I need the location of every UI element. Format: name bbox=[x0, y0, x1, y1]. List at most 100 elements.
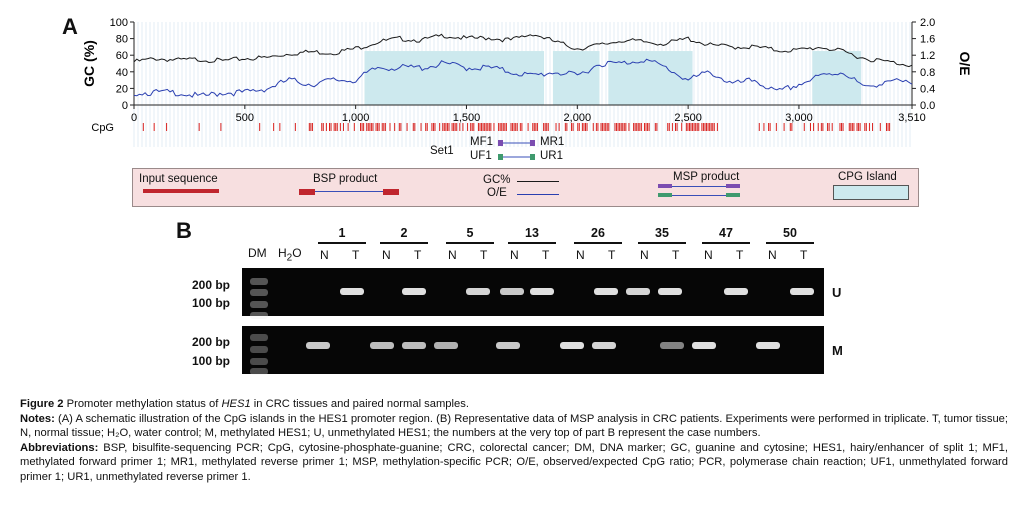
cpg-row-label: CpG bbox=[91, 122, 114, 134]
m-band bbox=[560, 342, 584, 349]
x-tick-label: 3,510 bbox=[898, 112, 926, 124]
legend-box: Input sequence BSP product GC% O/E MSP p… bbox=[132, 168, 919, 207]
cpg-island-swatch bbox=[833, 185, 909, 200]
x-tick-label: 2,000 bbox=[564, 112, 592, 124]
m-band bbox=[402, 342, 426, 349]
cpg-island-region bbox=[364, 51, 545, 105]
case-number: 2 bbox=[400, 226, 408, 240]
cpg-island-plot: 100 80 60 40 20 0 2.0 1.6 1.2 0.8 0.4 0.0 0 500 1,000 1… bbox=[81, 17, 973, 160]
x-tick-label: 2,500 bbox=[674, 112, 702, 124]
marker-band bbox=[250, 334, 268, 341]
series-line-oe bbox=[133, 58, 913, 98]
m-band bbox=[370, 342, 394, 349]
case-bracket bbox=[446, 242, 494, 244]
marker-band bbox=[250, 301, 268, 308]
x-tick-label: 500 bbox=[236, 112, 254, 124]
marker-band bbox=[250, 346, 268, 353]
y-right-tick-label: 1.6 bbox=[920, 34, 935, 46]
y-left-tick-label: 40 bbox=[116, 67, 128, 79]
ur1-label: UR1 bbox=[540, 150, 564, 162]
figure-abbreviations: Abbreviations: BSP, bisulfite-sequencing… bbox=[20, 441, 1008, 483]
marker-band bbox=[250, 312, 268, 319]
unmethylated-primer-pair-right bbox=[530, 154, 535, 160]
lane-label-n: N bbox=[640, 248, 649, 262]
u-row-label: U bbox=[832, 285, 842, 300]
case-number: 1 bbox=[338, 226, 346, 240]
y-right-tick-label: 0.8 bbox=[920, 67, 935, 79]
x-tick-label: 1,000 bbox=[342, 112, 370, 124]
lane-label-n: N bbox=[768, 248, 777, 262]
lane-label-n: N bbox=[448, 248, 457, 262]
case-number: 5 bbox=[466, 226, 474, 240]
case-number: 26 bbox=[591, 226, 605, 240]
case-bracket bbox=[318, 242, 366, 244]
bp200-label-u: 200 bp bbox=[192, 278, 231, 292]
bp100-label-m: 100 bp bbox=[192, 354, 231, 368]
uf1-label: UF1 bbox=[470, 150, 492, 162]
m-row-label: M bbox=[832, 343, 843, 358]
case-number: 35 bbox=[655, 226, 669, 240]
legend-cpg-island: CPG Island bbox=[838, 171, 897, 183]
lane-label-t: T bbox=[736, 248, 744, 262]
case-number: 13 bbox=[525, 226, 539, 240]
y-left-tick-label: 80 bbox=[116, 34, 128, 46]
x-tick-label: 1,500 bbox=[453, 112, 481, 124]
set-label: Set1 bbox=[430, 145, 454, 157]
x-tick-label: 0 bbox=[131, 112, 137, 124]
case-number: 47 bbox=[719, 226, 733, 240]
figure-title: Figure 2 Promoter methylation status of … bbox=[20, 398, 469, 410]
lane-label-n: N bbox=[320, 248, 329, 262]
bp200-label-m: 200 bp bbox=[192, 335, 231, 349]
cpg-island-region bbox=[552, 51, 600, 105]
gel-methylated bbox=[242, 326, 824, 374]
mr1-label: MR1 bbox=[540, 136, 565, 148]
lane-label-n: N bbox=[382, 248, 391, 262]
panel-b-label: B bbox=[176, 218, 192, 243]
mf1-label: MF1 bbox=[470, 136, 493, 148]
m-band bbox=[306, 342, 330, 349]
legend-msp-product: MSP product bbox=[673, 171, 740, 183]
y-left-tick-label: 20 bbox=[116, 83, 128, 95]
u-band bbox=[658, 288, 682, 295]
m-band bbox=[496, 342, 520, 349]
input-sequence-swatch bbox=[143, 189, 219, 193]
x-tick-label: 3,000 bbox=[785, 112, 813, 124]
bsp-product-swatch bbox=[299, 189, 399, 195]
u-band bbox=[530, 288, 554, 295]
case-number: 50 bbox=[783, 226, 797, 240]
u-band bbox=[402, 288, 426, 295]
panel-a-label: A bbox=[62, 14, 78, 39]
m-band bbox=[592, 342, 616, 349]
case-bracket bbox=[380, 242, 428, 244]
unmethylated-primer-pair-left bbox=[498, 154, 503, 160]
case-bracket bbox=[766, 242, 814, 244]
oe-line-swatch bbox=[517, 194, 559, 195]
m-band bbox=[660, 342, 684, 349]
u-band bbox=[500, 288, 524, 295]
y-right-tick-label: 2.0 bbox=[920, 17, 935, 29]
lane-label-n: N bbox=[704, 248, 713, 262]
y-left-tick-label: 60 bbox=[116, 50, 128, 62]
u-band bbox=[340, 288, 364, 295]
y-right-tick-label: 1.2 bbox=[920, 50, 935, 62]
figure-notes: Notes: (A) A schematic illustration of t… bbox=[20, 412, 1009, 440]
u-band bbox=[790, 288, 814, 295]
lane-label-t: T bbox=[608, 248, 616, 262]
legend-bsp-product: BSP product bbox=[313, 173, 378, 185]
series-line-gc bbox=[133, 33, 913, 68]
y-left-tick-label: 100 bbox=[110, 17, 128, 29]
figure-caption: Figure 2 Promoter methylation status of … bbox=[20, 397, 1008, 485]
y-right-tick-label: 0.0 bbox=[920, 100, 935, 112]
marker-band bbox=[250, 368, 268, 375]
m-band bbox=[434, 342, 458, 349]
y-right-tick-label: 0.4 bbox=[920, 83, 935, 95]
gc-line-swatch bbox=[517, 181, 559, 182]
m-band bbox=[692, 342, 716, 349]
case-bracket bbox=[702, 242, 750, 244]
lane-label-t: T bbox=[800, 248, 808, 262]
legend-oe: O/E bbox=[487, 187, 507, 199]
lane-label-n: N bbox=[510, 248, 519, 262]
lane-label-t: T bbox=[542, 248, 550, 262]
u-band bbox=[626, 288, 650, 295]
